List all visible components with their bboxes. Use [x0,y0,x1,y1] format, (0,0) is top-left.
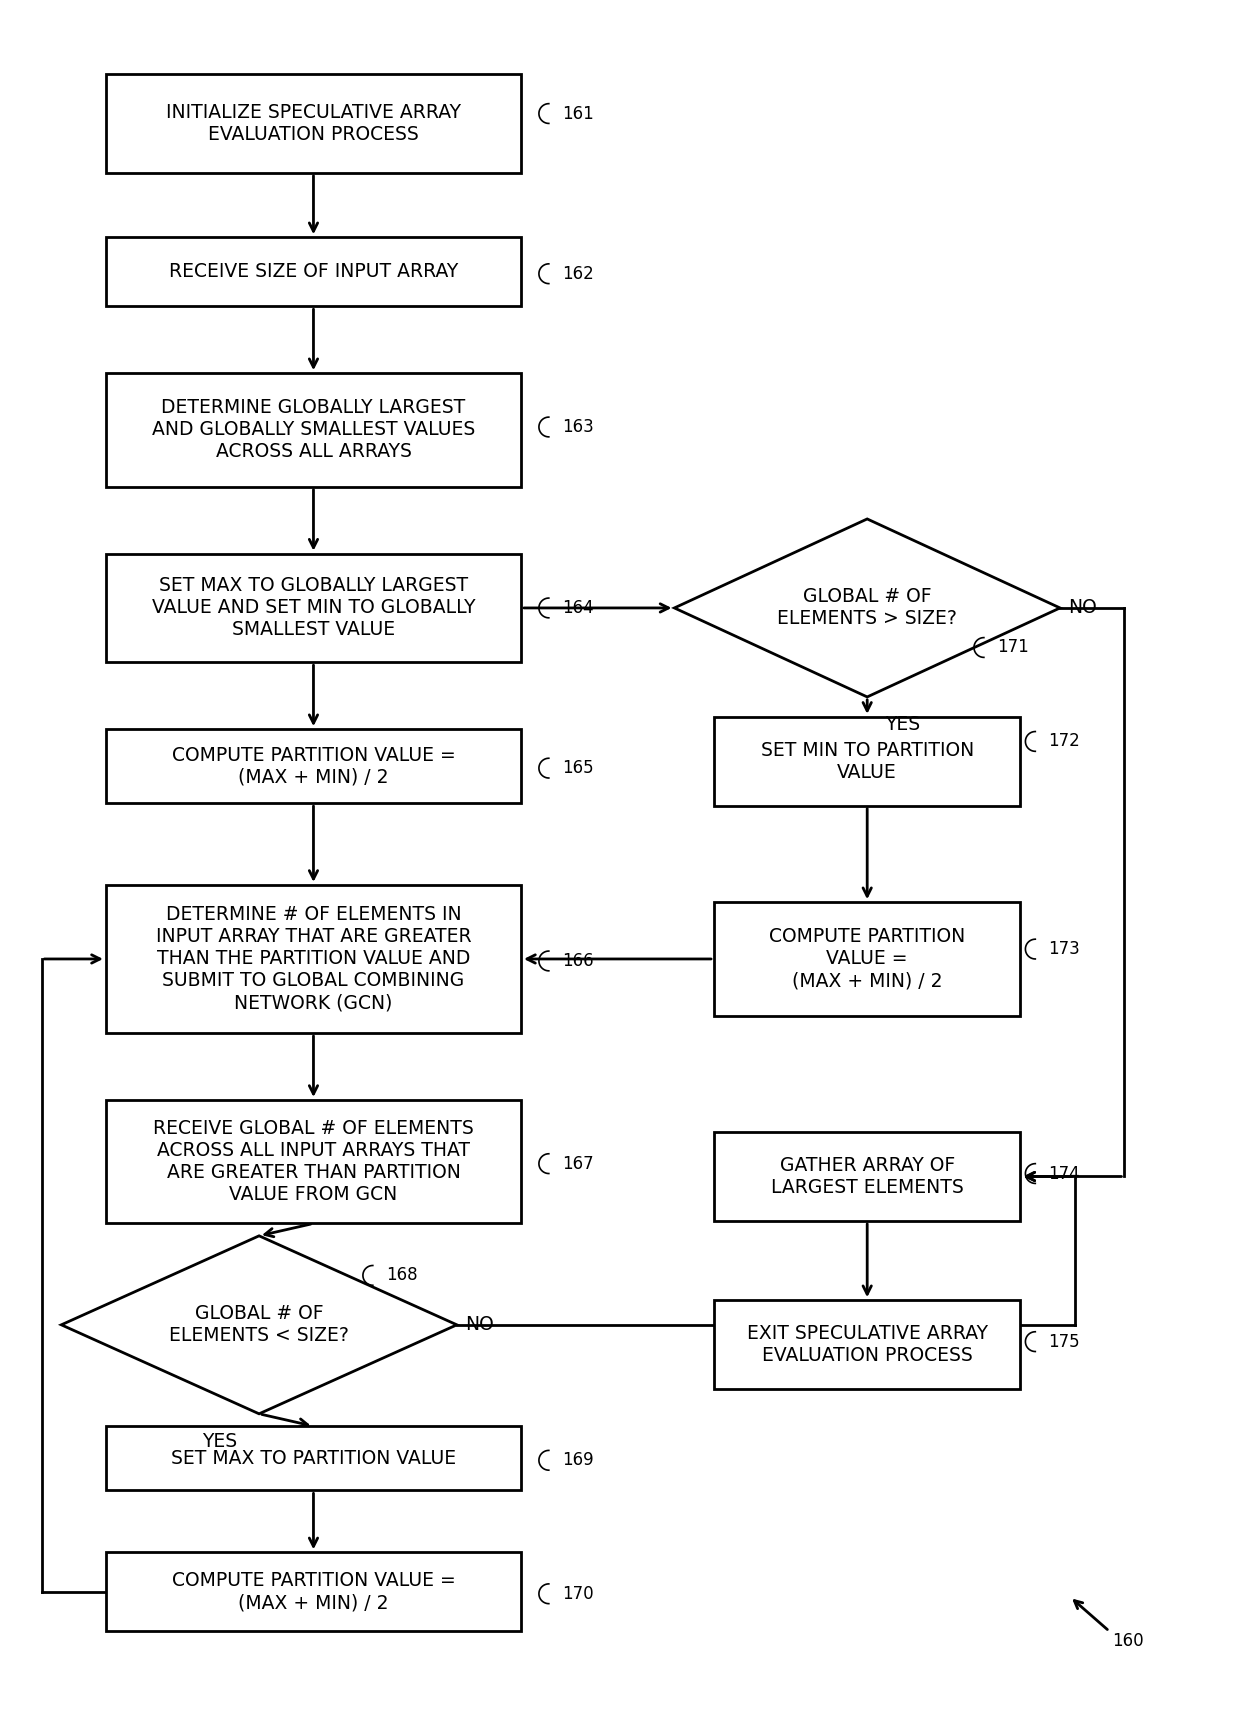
Text: COMPUTE PARTITION
VALUE =
(MAX + MIN) / 2: COMPUTE PARTITION VALUE = (MAX + MIN) / … [769,928,965,991]
Text: SET MAX TO PARTITION VALUE: SET MAX TO PARTITION VALUE [171,1449,456,1468]
FancyBboxPatch shape [105,729,521,803]
Text: GLOBAL # OF
ELEMENTS < SIZE?: GLOBAL # OF ELEMENTS < SIZE? [169,1305,348,1345]
FancyBboxPatch shape [105,75,521,174]
FancyBboxPatch shape [105,1426,521,1490]
FancyBboxPatch shape [714,1131,1021,1221]
Text: RECEIVE GLOBAL # OF ELEMENTS
ACROSS ALL INPUT ARRAYS THAT
ARE GREATER THAN PARTI: RECEIVE GLOBAL # OF ELEMENTS ACROSS ALL … [153,1119,474,1204]
FancyBboxPatch shape [105,885,521,1032]
Text: 165: 165 [562,760,593,777]
Polygon shape [61,1235,456,1414]
Text: RECEIVE SIZE OF INPUT ARRAY: RECEIVE SIZE OF INPUT ARRAY [169,262,458,281]
Text: EXIT SPECULATIVE ARRAY
EVALUATION PROCESS: EXIT SPECULATIVE ARRAY EVALUATION PROCES… [746,1324,988,1365]
Text: GLOBAL # OF
ELEMENTS > SIZE?: GLOBAL # OF ELEMENTS > SIZE? [777,588,957,628]
Text: 164: 164 [562,599,593,618]
FancyBboxPatch shape [714,902,1021,1015]
FancyBboxPatch shape [105,238,521,307]
Text: YES: YES [885,715,920,734]
Text: YES: YES [202,1431,237,1450]
Text: NO: NO [465,1315,494,1334]
Text: 169: 169 [562,1450,593,1470]
FancyBboxPatch shape [105,1100,521,1223]
Text: 173: 173 [1048,940,1080,958]
Text: INITIALIZE SPECULATIVE ARRAY
EVALUATION PROCESS: INITIALIZE SPECULATIVE ARRAY EVALUATION … [166,102,461,144]
Text: 167: 167 [562,1156,593,1173]
Text: DETERMINE # OF ELEMENTS IN
INPUT ARRAY THAT ARE GREATER
THAN THE PARTITION VALUE: DETERMINE # OF ELEMENTS IN INPUT ARRAY T… [156,906,471,1013]
FancyBboxPatch shape [714,1300,1021,1390]
Text: 163: 163 [562,418,594,435]
FancyBboxPatch shape [105,373,521,488]
Text: COMPUTE PARTITION VALUE =
(MAX + MIN) / 2: COMPUTE PARTITION VALUE = (MAX + MIN) / … [171,1572,455,1612]
FancyBboxPatch shape [105,553,521,663]
Text: 161: 161 [562,104,594,123]
Text: NO: NO [1068,599,1096,618]
FancyBboxPatch shape [714,717,1021,805]
Text: 170: 170 [562,1584,593,1603]
Text: 168: 168 [386,1267,418,1284]
Text: 166: 166 [562,953,593,970]
Text: SET MIN TO PARTITION
VALUE: SET MIN TO PARTITION VALUE [760,741,973,782]
Text: 171: 171 [997,638,1028,656]
Polygon shape [675,519,1060,697]
Text: COMPUTE PARTITION VALUE =
(MAX + MIN) / 2: COMPUTE PARTITION VALUE = (MAX + MIN) / … [171,746,455,786]
FancyBboxPatch shape [105,1553,521,1631]
Text: GATHER ARRAY OF
LARGEST ELEMENTS: GATHER ARRAY OF LARGEST ELEMENTS [771,1156,963,1197]
Text: DETERMINE GLOBALLY LARGEST
AND GLOBALLY SMALLEST VALUES
ACROSS ALL ARRAYS: DETERMINE GLOBALLY LARGEST AND GLOBALLY … [151,399,475,462]
Text: 160: 160 [1112,1633,1145,1650]
Text: 172: 172 [1048,732,1080,751]
Text: 174: 174 [1048,1164,1080,1183]
Text: 162: 162 [562,265,594,283]
Text: SET MAX TO GLOBALLY LARGEST
VALUE AND SET MIN TO GLOBALLY
SMALLEST VALUE: SET MAX TO GLOBALLY LARGEST VALUE AND SE… [151,576,475,640]
Text: 175: 175 [1048,1332,1080,1350]
